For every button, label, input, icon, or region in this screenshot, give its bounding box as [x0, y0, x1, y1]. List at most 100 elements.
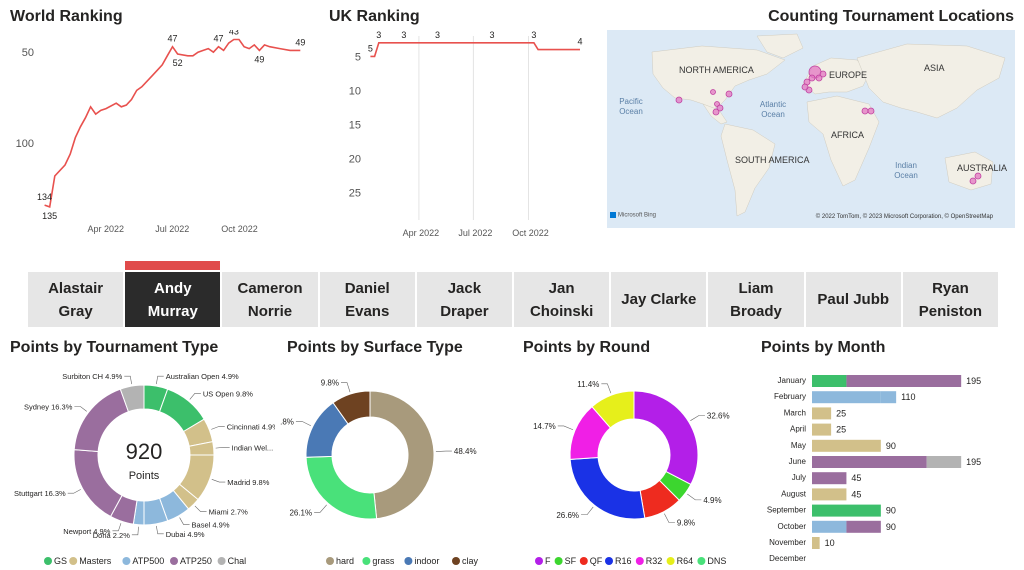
- pie-slice[interactable]: [73, 388, 130, 453]
- location-dot[interactable]: [861, 107, 869, 115]
- slice-label: Australian Open 4.9%: [166, 372, 239, 381]
- category-label: May: [791, 441, 806, 450]
- player-name: Paul Jubb: [817, 291, 890, 308]
- bar-segment[interactable]: [812, 537, 820, 549]
- bar-segment[interactable]: [926, 456, 962, 468]
- slice-label: 48.4%: [454, 447, 477, 456]
- leader-line: [189, 392, 201, 400]
- leader-line: [601, 383, 612, 394]
- bar-segment[interactable]: [880, 391, 897, 404]
- leader-line: [131, 526, 139, 536]
- slice-label: Indian Wel... 2.7%: [232, 443, 275, 452]
- bar-segment[interactable]: [812, 407, 832, 420]
- pie-slice[interactable]: [73, 449, 123, 518]
- legend-dot: [635, 557, 644, 565]
- pie-slice[interactable]: [305, 455, 378, 520]
- legend-dot: [122, 557, 131, 565]
- map-label-indian: Indian Ocean: [894, 161, 918, 180]
- leader-line: [687, 493, 702, 501]
- map-title: Counting Tournament Locations: [768, 8, 1014, 25]
- legend-dot: [362, 557, 371, 565]
- player-button-cameron-norrie[interactable]: Cameron Norrie: [222, 272, 318, 327]
- slice-label: 9.8%: [321, 379, 339, 388]
- location-dot[interactable]: [815, 74, 823, 82]
- pie-slice[interactable]: [569, 456, 646, 520]
- slice-label: Newport 4.9%: [63, 527, 110, 536]
- ranking-line: [370, 42, 580, 58]
- bar-segment[interactable]: [812, 391, 881, 404]
- player-button-paul-jubb[interactable]: Paul Jubb: [805, 272, 901, 327]
- pie-slice[interactable]: [369, 390, 435, 520]
- slice-label: 15.8%: [280, 417, 294, 426]
- leader-line: [314, 504, 327, 513]
- location-dot[interactable]: [712, 108, 720, 116]
- map-copyright[interactable]: © 2022 TomTom, © 2023 Microsoft Corporat…: [815, 214, 993, 220]
- location-dot[interactable]: [710, 89, 716, 95]
- bar-segment[interactable]: [812, 456, 927, 468]
- bar-total-label: 10: [825, 538, 835, 548]
- data-label: 43: [229, 30, 239, 36]
- bar-segment[interactable]: [812, 488, 847, 501]
- player-button-jack-draper[interactable]: Jack Draper: [416, 272, 513, 327]
- bar-segment[interactable]: [812, 520, 847, 533]
- location-dot[interactable]: [675, 96, 683, 104]
- legend-label: Chal: [228, 556, 247, 566]
- legend-dot: [69, 557, 78, 565]
- legend-dot: [666, 557, 675, 565]
- tournament-type-title: Points by Tournament Type: [10, 339, 219, 356]
- location-dot[interactable]: [716, 104, 724, 112]
- player-button-alastair-gray[interactable]: Alastair Gray: [28, 272, 124, 327]
- tournament-map[interactable]: NORTH AMERICA EUROPE ASIA AFRICA SOUTH A…: [607, 30, 1015, 228]
- player-name: Andy Murray: [147, 279, 198, 320]
- location-dot[interactable]: [801, 83, 809, 91]
- category-label: March: [784, 408, 806, 417]
- month-title: Points by Month: [761, 339, 886, 356]
- slice-label: Stuttgart 16.3%: [14, 489, 66, 498]
- slice-label: Miami 2.7%: [209, 508, 249, 517]
- player-button-jan-choinski[interactable]: Jan Choinski: [514, 272, 610, 327]
- category-label: October: [778, 522, 807, 531]
- map-label-asia: ASIA: [924, 63, 945, 73]
- player-button-ryan-peniston[interactable]: Ryan Peniston: [902, 272, 999, 327]
- location-dot[interactable]: [974, 172, 982, 180]
- player-button-daniel-evans[interactable]: Daniel Evans: [319, 272, 415, 327]
- bar-segment[interactable]: [812, 472, 847, 485]
- leader-line: [664, 513, 675, 523]
- x-tick-label: Jul 2022: [458, 228, 492, 238]
- pie-slice[interactable]: [332, 390, 371, 425]
- player-button-jay-clarke[interactable]: Jay Clarke: [611, 272, 707, 327]
- location-dot[interactable]: [819, 70, 827, 78]
- pie-slice[interactable]: [633, 390, 699, 486]
- location-dot[interactable]: [725, 90, 733, 98]
- player-button-liam-broady[interactable]: Liam Broady: [708, 272, 804, 327]
- leader-line: [194, 505, 207, 512]
- data-label: 47: [167, 34, 177, 44]
- bar-segment[interactable]: [846, 520, 881, 533]
- location-dot[interactable]: [808, 74, 816, 82]
- category-label: September: [767, 506, 806, 515]
- data-label: 135: [42, 211, 57, 221]
- legend-dot: [554, 557, 563, 565]
- location-dot[interactable]: [867, 107, 875, 115]
- player-name: Liam Broady: [730, 279, 782, 320]
- category-label: February: [774, 392, 806, 401]
- bar-segment[interactable]: [812, 423, 832, 436]
- bar-segment[interactable]: [812, 439, 881, 452]
- pie-slice[interactable]: [591, 390, 635, 429]
- category-label: December: [769, 554, 806, 563]
- bar-segment[interactable]: [812, 504, 881, 517]
- pie-slice[interactable]: [119, 384, 145, 413]
- leader-line: [435, 450, 452, 452]
- location-dot[interactable]: [969, 177, 977, 185]
- africa-landmass: [806, 95, 880, 187]
- legend-label: ATP500: [132, 556, 164, 566]
- map-label-north-america: NORTH AMERICA: [679, 65, 754, 75]
- leader-line: [557, 425, 574, 431]
- bar-segment[interactable]: [812, 375, 847, 387]
- player-name: Cameron Norrie: [237, 279, 303, 320]
- player-slicer: Alastair Gray Andy Murray Cameron Norrie Da…: [28, 272, 1000, 327]
- bar-segment[interactable]: [846, 375, 962, 387]
- player-button-andy-murray[interactable]: Andy Murray: [125, 272, 221, 327]
- leader-line: [340, 382, 351, 393]
- category-label: August: [781, 489, 807, 498]
